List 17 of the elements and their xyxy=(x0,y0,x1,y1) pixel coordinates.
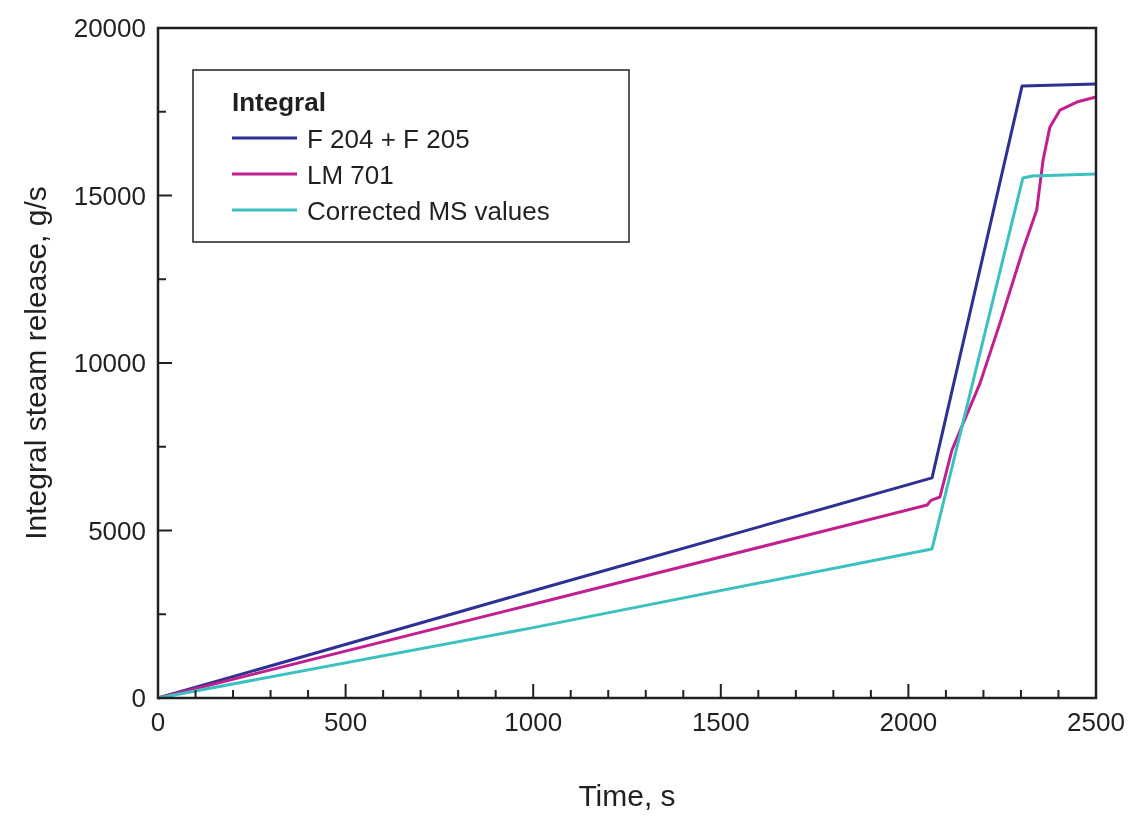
y-tick-label: 20000 xyxy=(73,13,146,43)
legend-label: F 204 + F 205 xyxy=(307,124,470,154)
legend-label: LM 701 xyxy=(307,160,394,190)
x-tick-label: 2000 xyxy=(879,707,938,737)
legend-label: Corrected MS values xyxy=(307,196,550,226)
x-tick-label: 500 xyxy=(323,707,368,737)
y-tick-label: 0 xyxy=(131,683,146,713)
x-tick-label: 1500 xyxy=(691,707,750,737)
x-axis-title: Time, s xyxy=(578,779,676,812)
x-tick-label: 1000 xyxy=(504,707,563,737)
y-tick-label: 15000 xyxy=(73,180,146,211)
x-tick-label: 2500 xyxy=(1067,707,1125,737)
y-axis-title: Integral steam release, g/s xyxy=(19,186,52,540)
y-tick-label: 5000 xyxy=(88,515,146,546)
x-tick-label: 0 xyxy=(150,707,166,737)
y-tick-label: 10000 xyxy=(73,348,146,378)
legend-title: Integral xyxy=(232,87,326,117)
